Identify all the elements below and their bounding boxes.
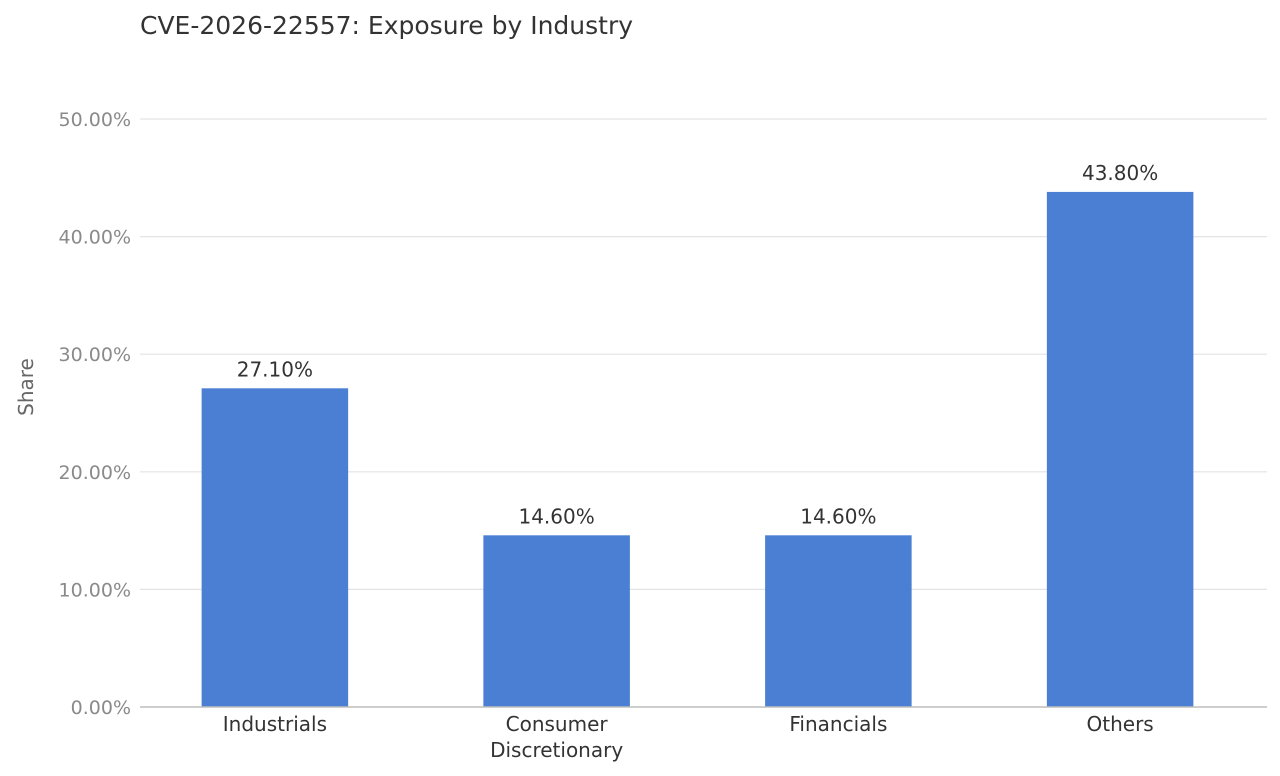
bar-value-label: 14.60% [518, 504, 594, 528]
bar [483, 535, 630, 707]
y-tick-label: 50.00% [59, 109, 131, 131]
bars [201, 191, 1194, 708]
bar [1046, 191, 1194, 708]
x-tick-label: Financials [789, 712, 887, 736]
y-tick-label: 40.00% [59, 227, 131, 249]
x-tick-label-line: Financials [789, 712, 887, 736]
x-tick-label-line: Industrials [223, 712, 327, 736]
x-tick-label-line: Others [1087, 712, 1154, 736]
x-tick-label-line: Discretionary [490, 738, 623, 762]
bar [765, 535, 912, 707]
x-axis-ticks: Industrials Consumer Discretionary Financia… [223, 712, 1154, 762]
y-axis-label: Share [14, 358, 38, 416]
x-tick-label: Consumer Discretionary [490, 712, 623, 762]
bar-value-label: 14.60% [800, 504, 876, 528]
y-tick-label: 10.00% [59, 579, 131, 601]
y-tick-label: 20.00% [59, 462, 131, 484]
bar-value-label: 27.10% [237, 357, 313, 381]
x-tick-label-line: Consumer [506, 712, 609, 736]
y-tick-label: 30.00% [59, 344, 131, 366]
data-labels: 27.10% 14.60% 14.60% 43.80% [237, 161, 1159, 528]
x-tick-label: Others [1087, 712, 1154, 736]
chart-title: CVE-2026-22557: Exposure by Industry [140, 11, 633, 40]
y-axis-ticks: 0.00% 10.00% 20.00% 30.00% 40.00% 50.00% [59, 109, 131, 719]
x-tick-label: Industrials [223, 712, 327, 736]
bar [201, 388, 349, 707]
y-tick-label: 0.00% [71, 697, 131, 719]
bar-value-label: 43.80% [1082, 161, 1158, 185]
